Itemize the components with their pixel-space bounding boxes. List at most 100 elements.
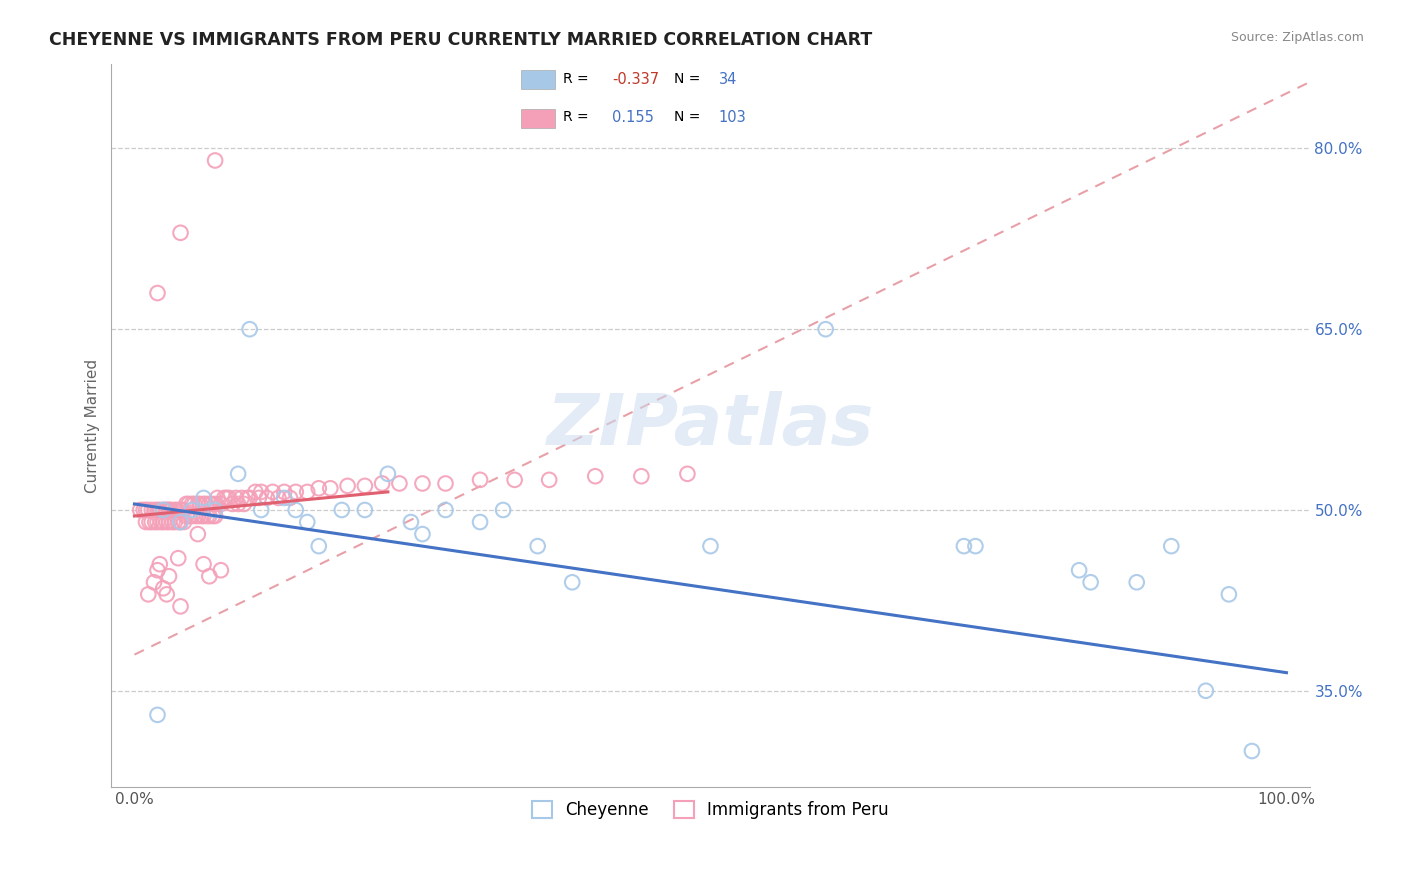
Text: R =: R = [562,111,588,125]
Point [157,515,180,529]
Point [503,473,526,487]
Point [169,515,191,529]
Point [187,527,209,541]
Point [194,497,217,511]
Point [267,491,290,505]
Point [278,491,301,505]
Point [149,503,172,517]
Point [256,491,278,505]
Point [953,539,976,553]
Point [181,503,204,517]
Point [177,497,200,511]
Point [308,539,330,553]
Point [353,479,375,493]
Point [157,503,180,517]
Point [129,503,152,517]
Point [204,508,226,523]
Point [221,497,243,511]
Point [204,497,226,511]
Point [561,575,583,590]
Point [377,467,399,481]
Point [411,476,433,491]
Point [434,503,457,517]
Point [135,515,157,529]
Point [136,503,159,517]
Point [297,515,319,529]
Point [146,286,169,301]
Point [1195,683,1218,698]
Point [138,515,160,529]
Point [215,491,238,505]
Point [204,503,226,517]
Text: 103: 103 [718,110,747,125]
Point [174,497,197,511]
Text: Source: ZipAtlas.com: Source: ZipAtlas.com [1230,31,1364,45]
Point [169,503,191,517]
Point [143,515,166,529]
Text: 0.155: 0.155 [612,110,654,125]
Point [173,515,195,529]
Text: ZIPatlas: ZIPatlas [547,391,875,460]
Point [630,469,652,483]
Point [319,481,342,495]
Point [239,322,262,336]
Point [195,508,218,523]
Point [225,491,247,505]
Point [204,153,226,168]
Point [284,503,307,517]
Point [468,473,491,487]
Point [157,569,180,583]
Point [146,563,169,577]
Point [371,476,394,491]
Point [434,476,457,491]
Point [181,508,204,523]
Point [184,508,207,523]
Point [273,491,295,505]
Point [190,508,212,523]
Point [236,491,259,505]
Point [183,497,205,511]
Text: R =: R = [562,72,588,87]
Point [146,707,169,722]
Point [218,491,240,505]
Point [193,508,215,523]
Point [162,515,184,529]
Point [166,503,188,517]
Point [231,491,253,505]
Point [1069,563,1091,577]
Y-axis label: Currently Married: Currently Married [86,359,100,492]
Bar [522,70,555,89]
Point [399,515,422,529]
Point [198,497,221,511]
Point [198,508,221,523]
Point [169,515,191,529]
Point [188,497,211,511]
Point [143,503,166,517]
Point [245,484,267,499]
Point [156,515,179,529]
Point [1080,575,1102,590]
Point [239,491,262,505]
Point [1218,587,1240,601]
Point [193,558,215,572]
Point [232,497,254,511]
Point [135,503,157,517]
Text: N =: N = [675,72,700,87]
Text: N =: N = [675,111,700,125]
Text: CHEYENNE VS IMMIGRANTS FROM PERU CURRENTLY MARRIED CORRELATION CHART: CHEYENNE VS IMMIGRANTS FROM PERU CURRENT… [49,31,873,49]
Point [157,503,180,517]
Point [163,515,186,529]
Point [676,467,699,481]
Point [179,508,201,523]
Point [172,503,194,517]
Point [136,587,159,601]
Point [146,515,169,529]
Point [250,503,273,517]
Point [193,497,215,511]
Point [411,527,433,541]
Point [132,503,155,517]
Point [141,515,163,529]
Point [284,484,307,499]
Point [353,503,375,517]
Text: 34: 34 [718,72,737,87]
